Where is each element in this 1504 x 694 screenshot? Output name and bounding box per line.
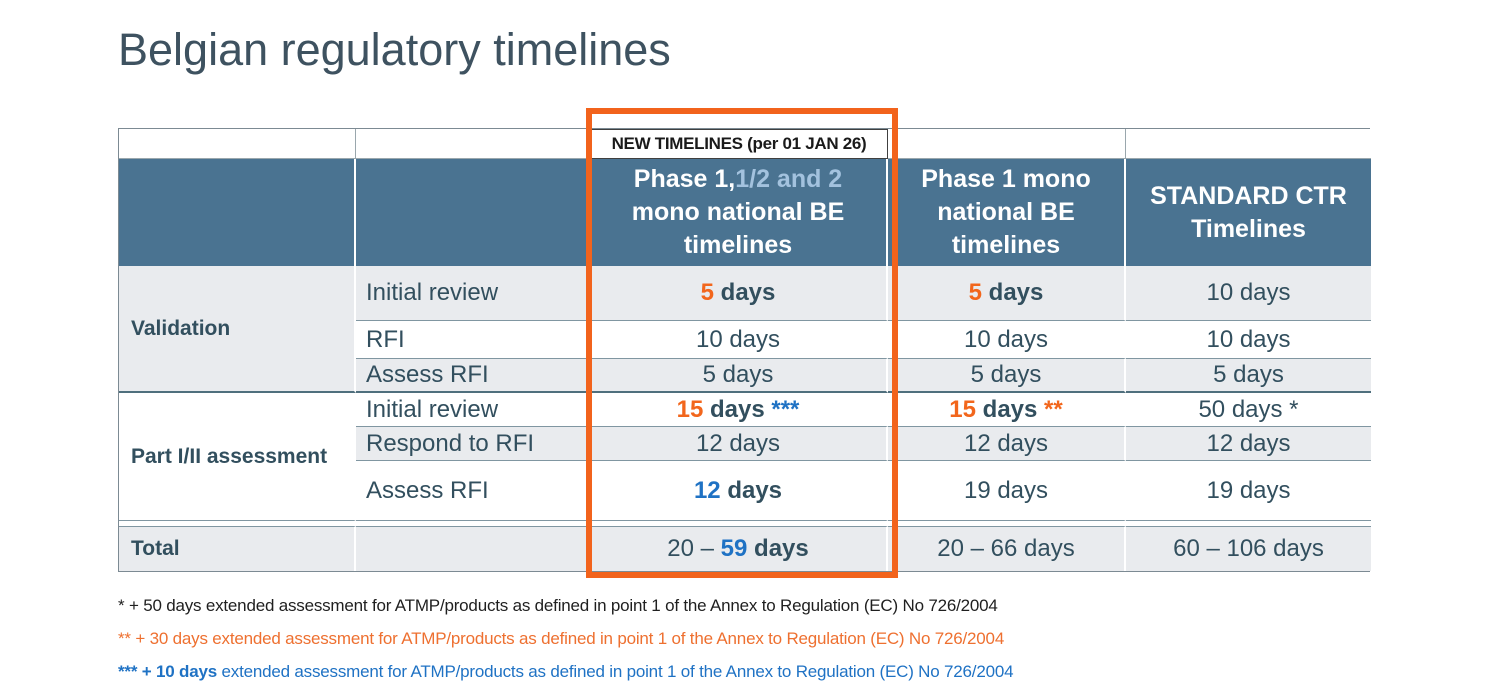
step-label: Assess RFI xyxy=(356,359,590,393)
page-title: Belgian regulatory timelines xyxy=(118,24,671,75)
new-timelines-banner: NEW TIMELINES (per 01 JAN 26) xyxy=(590,129,888,159)
total-label: Total xyxy=(119,526,356,571)
group-label-part-i-ii: Part I/II assessment xyxy=(119,393,356,521)
total-number: 59 xyxy=(720,535,748,562)
footnote-marker: ** xyxy=(1044,395,1063,423)
cell-standard-ctr: 19 days xyxy=(1126,461,1371,521)
cell-standard-ctr: 12 days xyxy=(1126,427,1371,461)
col-header-standard-ctr: STANDARD CTR Timelines xyxy=(1126,159,1371,266)
cell-standard-ctr: 50 days * xyxy=(1126,393,1371,427)
cell-standard-ctr: 5 days xyxy=(1126,359,1371,393)
footnote-marker: *** xyxy=(771,395,800,423)
col-header-new-mono: Phase 1,1/2 and 2 mono national BE timel… xyxy=(590,159,888,266)
value-unit: days xyxy=(713,279,776,306)
value-number: 5 xyxy=(700,279,714,306)
header-row: Phase 1,1/2 and 2 mono national BE timel… xyxy=(119,159,1371,266)
table-row: Validation Initial review 5 days 5 days … xyxy=(119,266,1371,393)
cell-new-mono: 10 days xyxy=(590,321,888,359)
group-label-validation: Validation xyxy=(119,266,356,393)
value-number: 15 xyxy=(949,395,976,423)
cell-new-mono: 5 days xyxy=(590,359,888,393)
value-number: 15 xyxy=(676,395,704,423)
value-unit: days xyxy=(981,279,1044,306)
header-text-part1: Phase 1, xyxy=(633,165,736,193)
total-row: Total 20 – 59 days 20 – 66 days 60 – 106… xyxy=(119,526,1371,571)
cell-phase1-mono: 12 days xyxy=(888,427,1126,461)
step-label: RFI xyxy=(356,321,590,359)
table-row: Assess RFI 12 days 19 days 19 days xyxy=(119,461,1371,521)
value-number: 12 xyxy=(693,476,721,504)
header-text-part3: mono national BE timelines xyxy=(631,198,845,259)
cell-standard-ctr: 10 days xyxy=(1126,266,1371,321)
spacer-cell xyxy=(119,521,1371,526)
footnote-3-text: extended assessment for ATMP/products as… xyxy=(217,662,1014,681)
total-range-prefix: 20 – xyxy=(667,535,721,562)
footnotes: * + 50 days extended assessment for ATMP… xyxy=(118,596,1014,694)
total-unit: days xyxy=(747,535,809,562)
cell-new-mono: 15 days *** xyxy=(590,393,888,427)
footnote-1: * + 50 days extended assessment for ATMP… xyxy=(118,596,998,615)
table-row: Assess RFI 5 days 5 days 5 days xyxy=(119,359,1371,393)
col-header-phase1-mono: Phase 1 mono national BE timelines xyxy=(888,159,1126,266)
step-label: Assess RFI xyxy=(356,461,590,521)
header-text-part2: 1/2 and 2 xyxy=(735,165,843,193)
footnote-3-marker: *** + 10 days xyxy=(118,662,218,681)
banner-empty-1 xyxy=(119,129,356,159)
value-number: 5 xyxy=(968,279,982,306)
spacer-row xyxy=(119,521,1371,526)
cell-phase1-mono: 19 days xyxy=(888,461,1126,521)
cell-phase1-mono: 5 days xyxy=(888,266,1126,321)
cell-new-mono: 5 days xyxy=(590,266,888,321)
cell-total-standard-ctr: 60 – 106 days xyxy=(1126,526,1371,571)
step-label: Initial review xyxy=(356,393,590,427)
banner-row: NEW TIMELINES (per 01 JAN 26) xyxy=(119,129,1371,159)
cell-new-mono: 12 days xyxy=(590,427,888,461)
table-row: RFI 10 days 10 days 10 days xyxy=(119,321,1371,359)
table-row: Respond to RFI 12 days 12 days 12 days xyxy=(119,427,1371,461)
footnote-2: ** + 30 days extended assessment for ATM… xyxy=(118,629,1005,648)
banner-empty-4 xyxy=(1126,129,1371,159)
timelines-table: NEW TIMELINES (per 01 JAN 26) Phase 1,1/… xyxy=(118,128,1371,572)
cell-standard-ctr: 10 days xyxy=(1126,321,1371,359)
banner-empty-3 xyxy=(888,129,1126,159)
cell-total-phase1-mono: 20 – 66 days xyxy=(888,526,1126,571)
regulatory-timelines-table: NEW TIMELINES (per 01 JAN 26) Phase 1,1/… xyxy=(119,129,1371,571)
cell-new-mono: 12 days xyxy=(590,461,888,521)
value-unit: days xyxy=(703,395,772,423)
value-unit: days xyxy=(720,476,783,504)
total-empty xyxy=(356,526,590,571)
cell-phase1-mono: 5 days xyxy=(888,359,1126,393)
cell-phase1-mono: 15 days ** xyxy=(888,393,1126,427)
cell-total-new-mono: 20 – 59 days xyxy=(590,526,888,571)
header-empty-step xyxy=(356,159,590,266)
banner-empty-2 xyxy=(356,129,590,159)
table-row: Part I/II assessment Initial review 15 d… xyxy=(119,393,1371,521)
step-label: Respond to RFI xyxy=(356,427,590,461)
value-unit: days xyxy=(975,395,1045,423)
header-empty-group xyxy=(119,159,356,266)
step-label: Initial review xyxy=(356,266,590,321)
cell-phase1-mono: 10 days xyxy=(888,321,1126,359)
footnote-3: *** + 10 days extended assessment for AT… xyxy=(118,662,1014,681)
